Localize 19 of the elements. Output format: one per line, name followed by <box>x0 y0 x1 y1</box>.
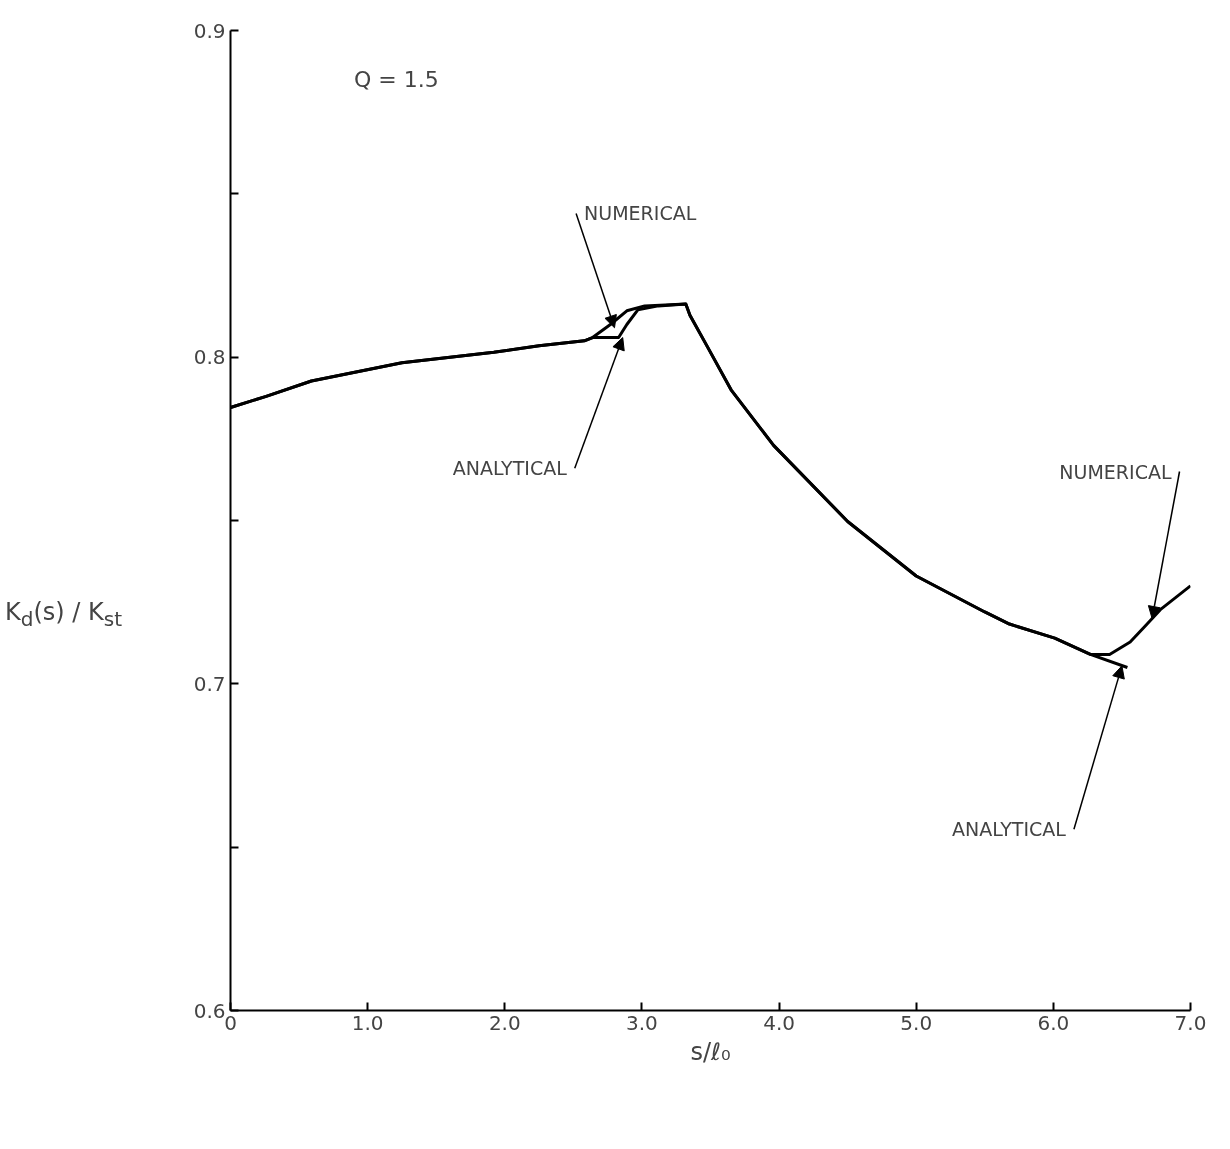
x-tick-label: 5.0 <box>900 1010 933 1035</box>
x-tick-label: 6.0 <box>1037 1010 1070 1035</box>
y-axis-title: K$_{d}$(s) / K$_{st}$ <box>5 597 123 633</box>
y-tick-label: 0.8 <box>193 345 226 370</box>
y-tick-label: 0.6 <box>193 998 226 1023</box>
y-tick-label: 0.9 <box>193 18 226 43</box>
x-tick-label: 0 <box>224 1010 237 1035</box>
x-axis-title: s/ℓ₀ <box>690 1037 731 1066</box>
annotation: ANALYTICAL <box>452 457 568 480</box>
y-tick-label: 0.7 <box>193 671 226 696</box>
annotation: NUMERICAL <box>1059 460 1172 483</box>
x-tick-label: 2.0 <box>488 1010 521 1035</box>
x-tick-label: 7.0 <box>1174 1010 1207 1035</box>
x-tick-label: 4.0 <box>763 1010 795 1035</box>
annotation: NUMERICAL <box>584 202 697 225</box>
annotation: Q = 1.5 <box>353 67 439 92</box>
annotation: ANALYTICAL <box>951 818 1067 841</box>
x-tick-label: 1.0 <box>351 1010 384 1035</box>
x-tick-label: 3.0 <box>626 1010 658 1035</box>
